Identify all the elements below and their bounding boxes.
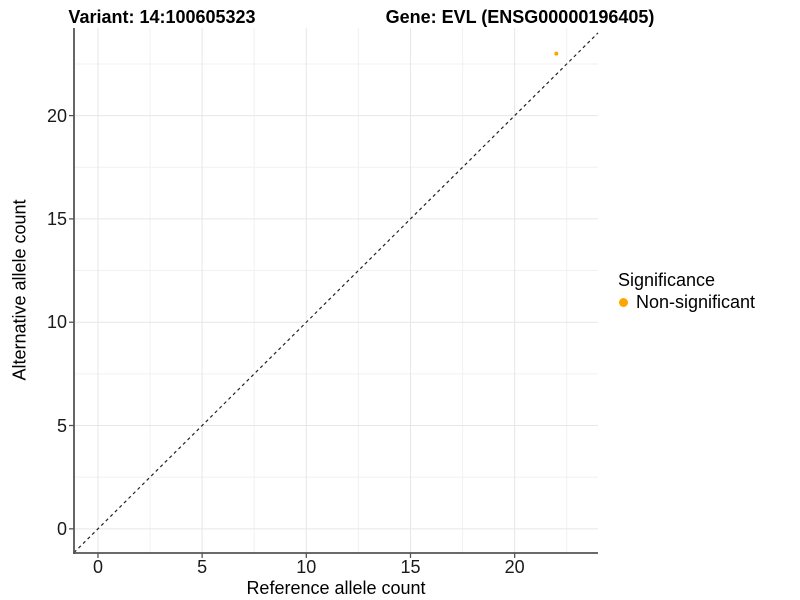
- legend-point-icon: [619, 297, 628, 307]
- y-tick-label: 15: [46, 208, 67, 229]
- y-tick-label: 20: [46, 105, 67, 126]
- identity-dashed-line: [73, 32, 599, 554]
- x-tick-label: 20: [504, 557, 525, 577]
- plot-title-variant: Variant: 14:100605323: [68, 7, 256, 27]
- plot-title-gene: Gene: EVL (ENSG00000196405): [385, 7, 655, 27]
- y-axis-title: Alternative allele count: [9, 199, 30, 381]
- legend: Significance Non-significant: [618, 270, 755, 312]
- legend-title: Significance: [618, 270, 716, 290]
- x-axis-title: Reference allele count: [246, 578, 426, 598]
- x-tick-label: 5: [197, 557, 208, 577]
- legend-item-non-significant: Non-significant: [618, 292, 755, 312]
- y-tick-label: 0: [56, 518, 67, 539]
- x-tick-label: 15: [400, 557, 421, 577]
- x-tick-label: 10: [296, 557, 317, 577]
- y-tick-label: 5: [56, 415, 67, 436]
- data-point: [554, 51, 559, 56]
- x-tick-label: 0: [92, 557, 103, 577]
- y-tick-label: 10: [46, 312, 67, 333]
- legend-item-label: Non-significant: [636, 292, 756, 312]
